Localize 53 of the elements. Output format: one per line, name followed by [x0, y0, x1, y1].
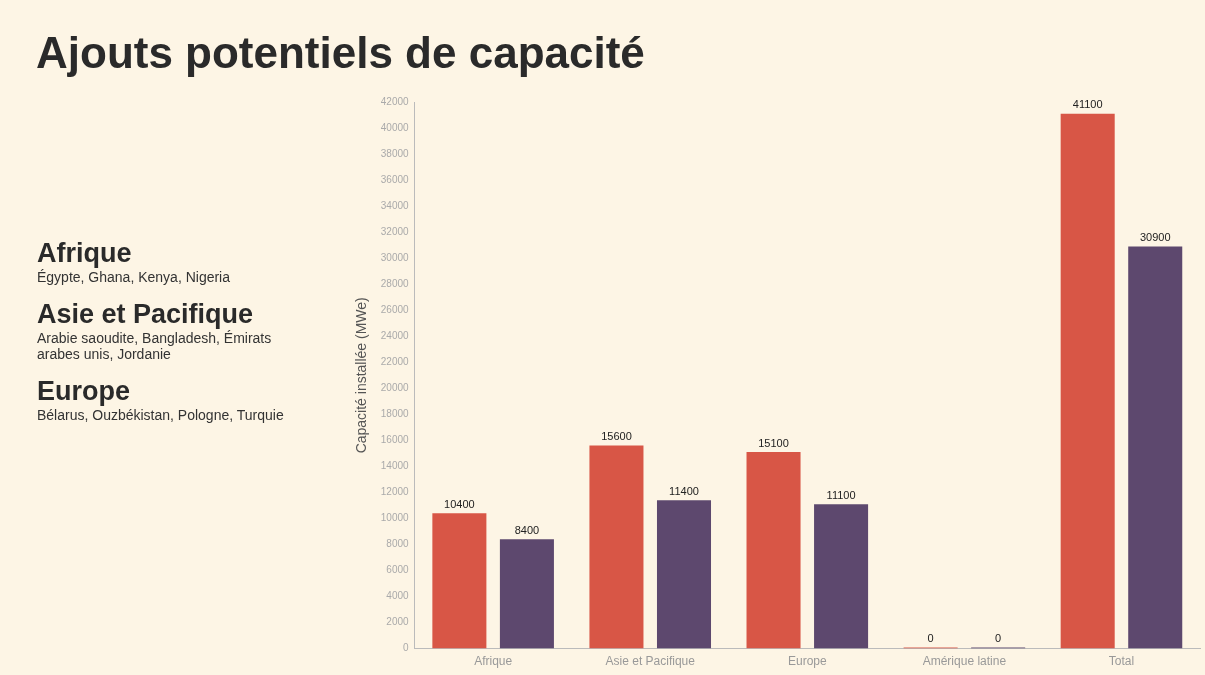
y-tick-label: 16000: [380, 434, 410, 446]
y-tick-label: 2000: [386, 616, 410, 628]
y-tick-label: 26000: [380, 303, 410, 315]
bar: [656, 500, 712, 649]
y-tick-label: 38000: [380, 147, 410, 159]
bar: [1060, 113, 1115, 649]
y-tick-label: 0: [403, 642, 410, 654]
bar: [1128, 246, 1183, 649]
bar: [432, 513, 487, 649]
data-label: 8400: [514, 523, 540, 536]
text: Asie et Pacifique: [37, 299, 254, 330]
data-label: 41100: [1072, 98, 1103, 111]
data-label: 0: [927, 632, 934, 645]
y-tick-label: 20000: [380, 382, 410, 394]
y-tick-label: 40000: [380, 121, 410, 133]
y-tick-label: 22000: [380, 356, 410, 368]
y-tick-label: 28000: [380, 277, 410, 289]
data-label: 15600: [601, 430, 632, 443]
y-tick-label: 30000: [380, 251, 410, 263]
y-tick-label: 32000: [380, 225, 410, 237]
y-axis-title: Capacité installée (MWe): [353, 297, 370, 454]
bar: [589, 445, 644, 649]
bar: [746, 452, 801, 649]
bar: [499, 539, 554, 649]
bar: [814, 504, 869, 649]
y-tick-label: 4000: [386, 590, 410, 602]
y-tick-label: 24000: [380, 330, 410, 342]
x-tick-label: Afrique: [474, 654, 513, 669]
y-tick-label: 42000: [380, 95, 410, 107]
text: Égypte, Ghana, Kenya, Nigeria: [37, 269, 231, 285]
chart-title: Ajouts potentiels de capacité: [36, 28, 645, 78]
text: Europe: [37, 376, 131, 407]
y-tick-label: 18000: [380, 408, 410, 420]
text: Afrique: [37, 238, 133, 269]
y-tick-label: 34000: [380, 199, 410, 211]
y-tick-label: 10000: [380, 512, 410, 524]
data-label: 11400: [669, 484, 699, 497]
y-tick-label: 6000: [386, 564, 410, 576]
y-tick-label: 12000: [380, 486, 410, 498]
y-tick-label: 8000: [386, 538, 410, 550]
x-tick-label: Amérique latine: [922, 654, 1007, 669]
x-tick-label: Europe: [787, 654, 827, 669]
y-tick-label: 36000: [380, 173, 410, 185]
text: Arabie saoudite, Bangladesh, Émirats arabes unis, Jordanie: [37, 330, 273, 362]
data-label: 0: [995, 632, 1002, 645]
data-label: 30900: [1139, 230, 1171, 243]
x-tick-label: Asie et Pacifique: [605, 654, 696, 669]
x-tick-label: Total: [1108, 654, 1135, 669]
data-label: 10400: [444, 497, 475, 510]
data-label: 15100: [758, 436, 789, 449]
y-tick-label: 14000: [380, 460, 410, 472]
data-label: 11100: [826, 488, 856, 501]
text: Bélarus, Ouzbékistan, Pologne, Turquie: [37, 407, 285, 423]
